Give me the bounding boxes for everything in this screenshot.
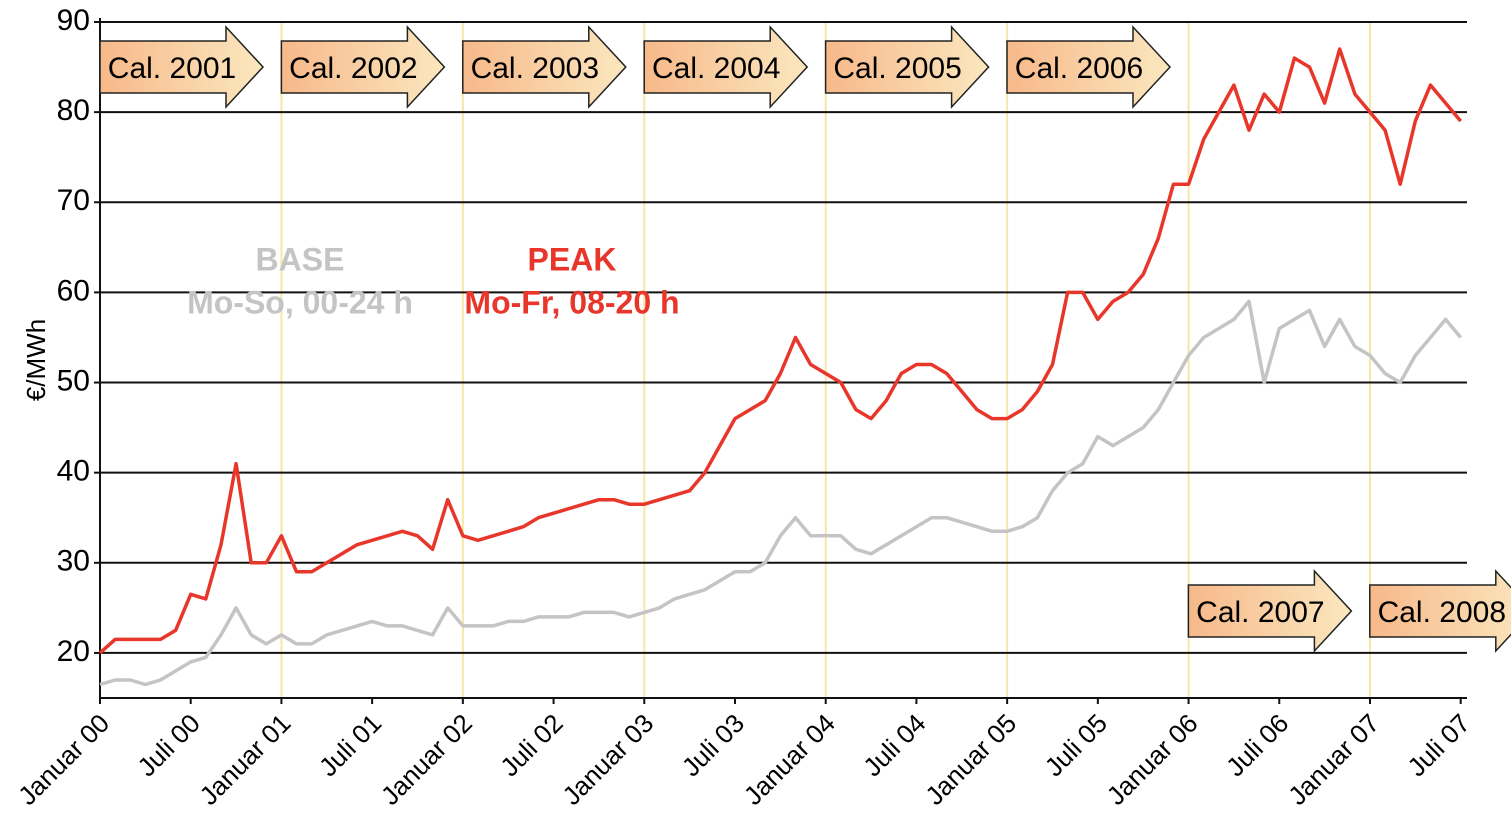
arrow-label: Cal. 2008 <box>1378 596 1506 629</box>
x-tick-label: Januar 02 <box>375 708 478 811</box>
y-tick-label: 50 <box>57 364 90 397</box>
x-tick-label: Juli 07 <box>1401 708 1475 782</box>
arrow-label: Cal. 2005 <box>833 52 961 85</box>
x-tick-label: Januar 00 <box>12 708 115 811</box>
x-tick-label: Januar 07 <box>1282 708 1385 811</box>
cal-arrow: Cal. 2002 <box>280 25 446 109</box>
cal-arrow: Cal. 2007 <box>1187 569 1353 653</box>
x-tick-label: Juli 03 <box>676 708 750 782</box>
arrow-shape <box>824 25 990 109</box>
legend-description: Mo-So, 00-24 h <box>187 284 413 320</box>
arrow-label: Cal. 2006 <box>1015 52 1143 85</box>
x-tick-label: Januar 04 <box>738 708 841 811</box>
x-tick-label: Januar 05 <box>919 708 1022 811</box>
y-tick-label: 20 <box>57 635 90 668</box>
x-tick-label: Januar 03 <box>556 708 659 811</box>
y-tick-label: 90 <box>57 4 90 37</box>
x-tick-label: Juli 04 <box>857 708 931 782</box>
legend-name: PEAK <box>528 241 617 277</box>
cal-arrow: Cal. 2003 <box>462 25 627 109</box>
x-tick-label: Juli 02 <box>494 708 568 782</box>
arrow-shape <box>1369 569 1511 653</box>
legend-name: BASE <box>256 241 345 277</box>
x-tick-label: Juli 06 <box>1220 708 1294 782</box>
arrow-shape <box>99 25 265 109</box>
cal-arrow: Cal. 2004 <box>643 25 809 109</box>
y-tick-label: 30 <box>57 545 90 578</box>
arrow-shape <box>462 25 627 109</box>
y-tick-label: 80 <box>57 94 90 127</box>
x-tick-label: Juli 01 <box>313 708 387 782</box>
cal-arrow: Cal. 2001 <box>99 25 265 109</box>
legend-description: Mo-Fr, 08-20 h <box>464 284 679 320</box>
arrow-label: Cal. 2004 <box>652 52 780 85</box>
x-tick-label: Januar 06 <box>1101 708 1204 811</box>
arrow-shape <box>643 25 809 109</box>
arrow-shape <box>280 25 446 109</box>
x-tick-label: Juli 05 <box>1039 708 1113 782</box>
x-tick-label: Juli 00 <box>131 708 205 782</box>
y-tick-label: 40 <box>57 455 90 488</box>
arrow-label: Cal. 2001 <box>108 52 236 85</box>
series-line <box>99 299 1463 687</box>
y-axis-label: €/MWh <box>21 319 51 401</box>
arrow-shape <box>1187 569 1353 653</box>
x-tick-label: Januar 01 <box>194 708 297 811</box>
arrow-label: Cal. 2002 <box>289 52 417 85</box>
cal-arrow: Cal. 2006 <box>1006 25 1172 109</box>
arrow-shape <box>1006 25 1172 109</box>
series-line <box>98 47 1463 655</box>
cal-arrow: Cal. 2008 <box>1369 569 1511 653</box>
y-tick-label: 60 <box>57 274 90 307</box>
arrow-label: Cal. 2007 <box>1196 596 1324 629</box>
y-tick-label: 70 <box>57 184 90 217</box>
arrow-label: Cal. 2003 <box>471 52 599 85</box>
cal-arrow: Cal. 2005 <box>824 25 990 109</box>
